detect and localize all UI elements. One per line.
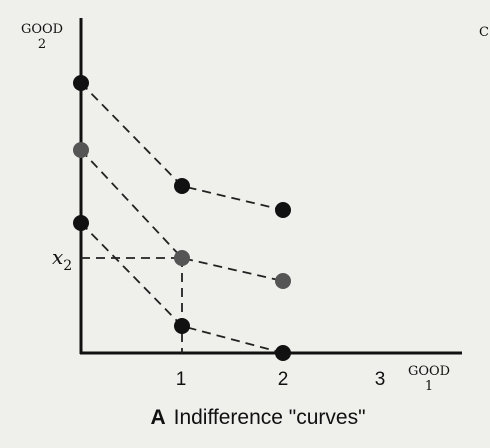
y-axis-label-line1: GOOD bbox=[21, 22, 63, 37]
curve-middle-point bbox=[174, 250, 190, 266]
curve-low bbox=[73, 215, 291, 361]
curve-low-point bbox=[73, 215, 89, 231]
x2-label: x2 bbox=[52, 245, 72, 274]
y-axis-label-line2: 2 bbox=[38, 37, 46, 52]
x-axis-label-line2: 1 bbox=[425, 379, 433, 394]
x-axis-label-line1: GOOD bbox=[408, 364, 450, 379]
chart-caption: A Indifference "curves" bbox=[150, 406, 365, 429]
x-tick-label-3: 3 bbox=[375, 369, 386, 390]
curve-middle-point bbox=[275, 273, 291, 289]
curve-low-point bbox=[275, 345, 291, 361]
curve-middle bbox=[73, 142, 291, 289]
x-tick-label-2: 2 bbox=[278, 369, 289, 390]
curve-low-point bbox=[174, 318, 190, 334]
x-tick-label-1: 1 bbox=[176, 369, 187, 390]
curve-middle-line bbox=[80, 149, 284, 282]
curve-middle-point bbox=[73, 142, 89, 158]
curve-low-line bbox=[80, 222, 284, 354]
curve-high-point bbox=[73, 75, 89, 91]
curve-high bbox=[73, 75, 291, 218]
curve-high-point bbox=[275, 202, 291, 218]
curve-high-line bbox=[80, 82, 284, 211]
edge-fragment: C bbox=[479, 25, 489, 40]
curve-high-point bbox=[174, 178, 190, 194]
